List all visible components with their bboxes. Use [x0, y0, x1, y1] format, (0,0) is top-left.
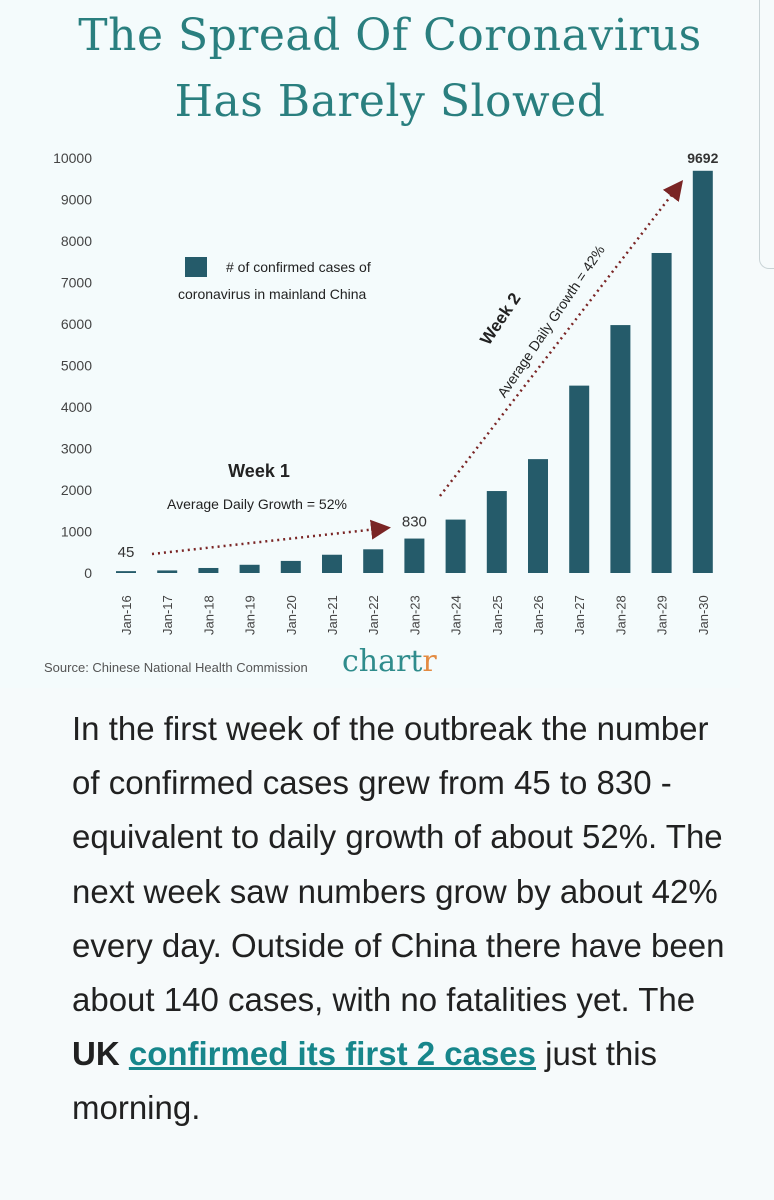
bar	[569, 385, 590, 573]
legend-label-line1: # of confirmed cases of	[226, 259, 371, 275]
chart-card: The Spread Of Coronavirus Has Barely Slo…	[44, 13, 719, 679]
x-tick-label: Jan-22	[366, 595, 381, 635]
week2-subtitle: Average Daily Growth = 42%	[494, 242, 608, 400]
x-tick-label: Jan-19	[243, 595, 258, 635]
y-tick-label: 9000	[61, 192, 92, 208]
article-link[interactable]: confirmed its first 2 cases	[128, 1035, 537, 1073]
y-tick-label: 5000	[61, 358, 92, 374]
y-tick-label: 3000	[61, 441, 92, 457]
legend-label-line2: coronavirus in mainland China	[178, 286, 367, 302]
y-tick-label: 6000	[61, 316, 92, 332]
week2-title: Week 2	[476, 289, 524, 348]
week1-arrow	[151, 519, 391, 556]
bar-chart: 0 1000 2000 3000 4000 5000 6000 7000 8000 9000 100…	[53, 150, 719, 635]
chart-title-line1: The Spread Of Coronavirus	[78, 10, 702, 61]
scroll-edge[interactable]	[759, 0, 774, 269]
article-space	[120, 1035, 129, 1072]
x-tick-label: Jan-26	[531, 595, 546, 635]
brand-accent: r	[422, 644, 437, 679]
x-tick-label: Jan-27	[572, 595, 587, 635]
x-tick-label: Jan-30	[696, 595, 711, 635]
x-tick-label: Jan-25	[490, 595, 505, 635]
bar	[610, 325, 631, 573]
bar	[116, 571, 136, 573]
y-tick-label: 4000	[61, 399, 92, 415]
y-tick-label: 10000	[53, 150, 92, 166]
bar	[486, 491, 507, 573]
week1-subtitle: Average Daily Growth = 52%	[167, 496, 347, 512]
brand-main: chart	[342, 644, 423, 679]
source-caption: Source: Chinese National Health Commissi…	[44, 660, 308, 675]
article-bold-uk: UK	[72, 1035, 120, 1073]
week1-title: Week 1	[228, 461, 290, 481]
x-tick-label: Jan-16	[119, 595, 134, 635]
bar	[445, 519, 466, 573]
bar	[157, 570, 178, 573]
y-tick-label: 0	[84, 565, 92, 581]
data-label-first: 45	[118, 544, 135, 561]
bar	[322, 554, 342, 573]
legend-swatch	[185, 257, 207, 277]
bar	[692, 170, 713, 574]
x-tick-label: Jan-23	[407, 595, 422, 635]
bar	[239, 564, 260, 573]
y-tick-label: 8000	[61, 233, 92, 249]
x-tick-label: Jan-24	[449, 595, 464, 635]
article-paragraph: In the first week of the outbreak the nu…	[72, 702, 732, 1136]
x-tick-label: Jan-20	[284, 595, 299, 635]
bar	[651, 252, 672, 573]
x-tick-label: Jan-17	[160, 595, 175, 635]
x-tick-label: Jan-18	[201, 595, 216, 635]
bar	[280, 560, 301, 573]
article-outro: just this morning.	[72, 1035, 658, 1127]
bar	[404, 538, 425, 573]
y-tick-label: 7000	[61, 275, 92, 291]
x-tick-label: Jan-21	[325, 595, 340, 635]
y-tick-label: 1000	[61, 524, 92, 540]
chart-title-line2: Has Barely Slowed	[174, 76, 606, 127]
x-tick-label: Jan-29	[655, 595, 670, 635]
chartr-logo: chartr	[342, 644, 437, 679]
x-tick-label: Jan-28	[613, 595, 628, 635]
data-label-last: 9692	[687, 150, 718, 166]
bar	[528, 459, 548, 573]
y-tick-label: 2000	[61, 482, 92, 498]
data-label-week1-end: 830	[402, 514, 427, 531]
week2-arrow	[439, 180, 684, 497]
bar	[198, 567, 219, 573]
bar	[363, 549, 384, 573]
article-intro: In the first week of the outbreak the nu…	[72, 710, 725, 1019]
